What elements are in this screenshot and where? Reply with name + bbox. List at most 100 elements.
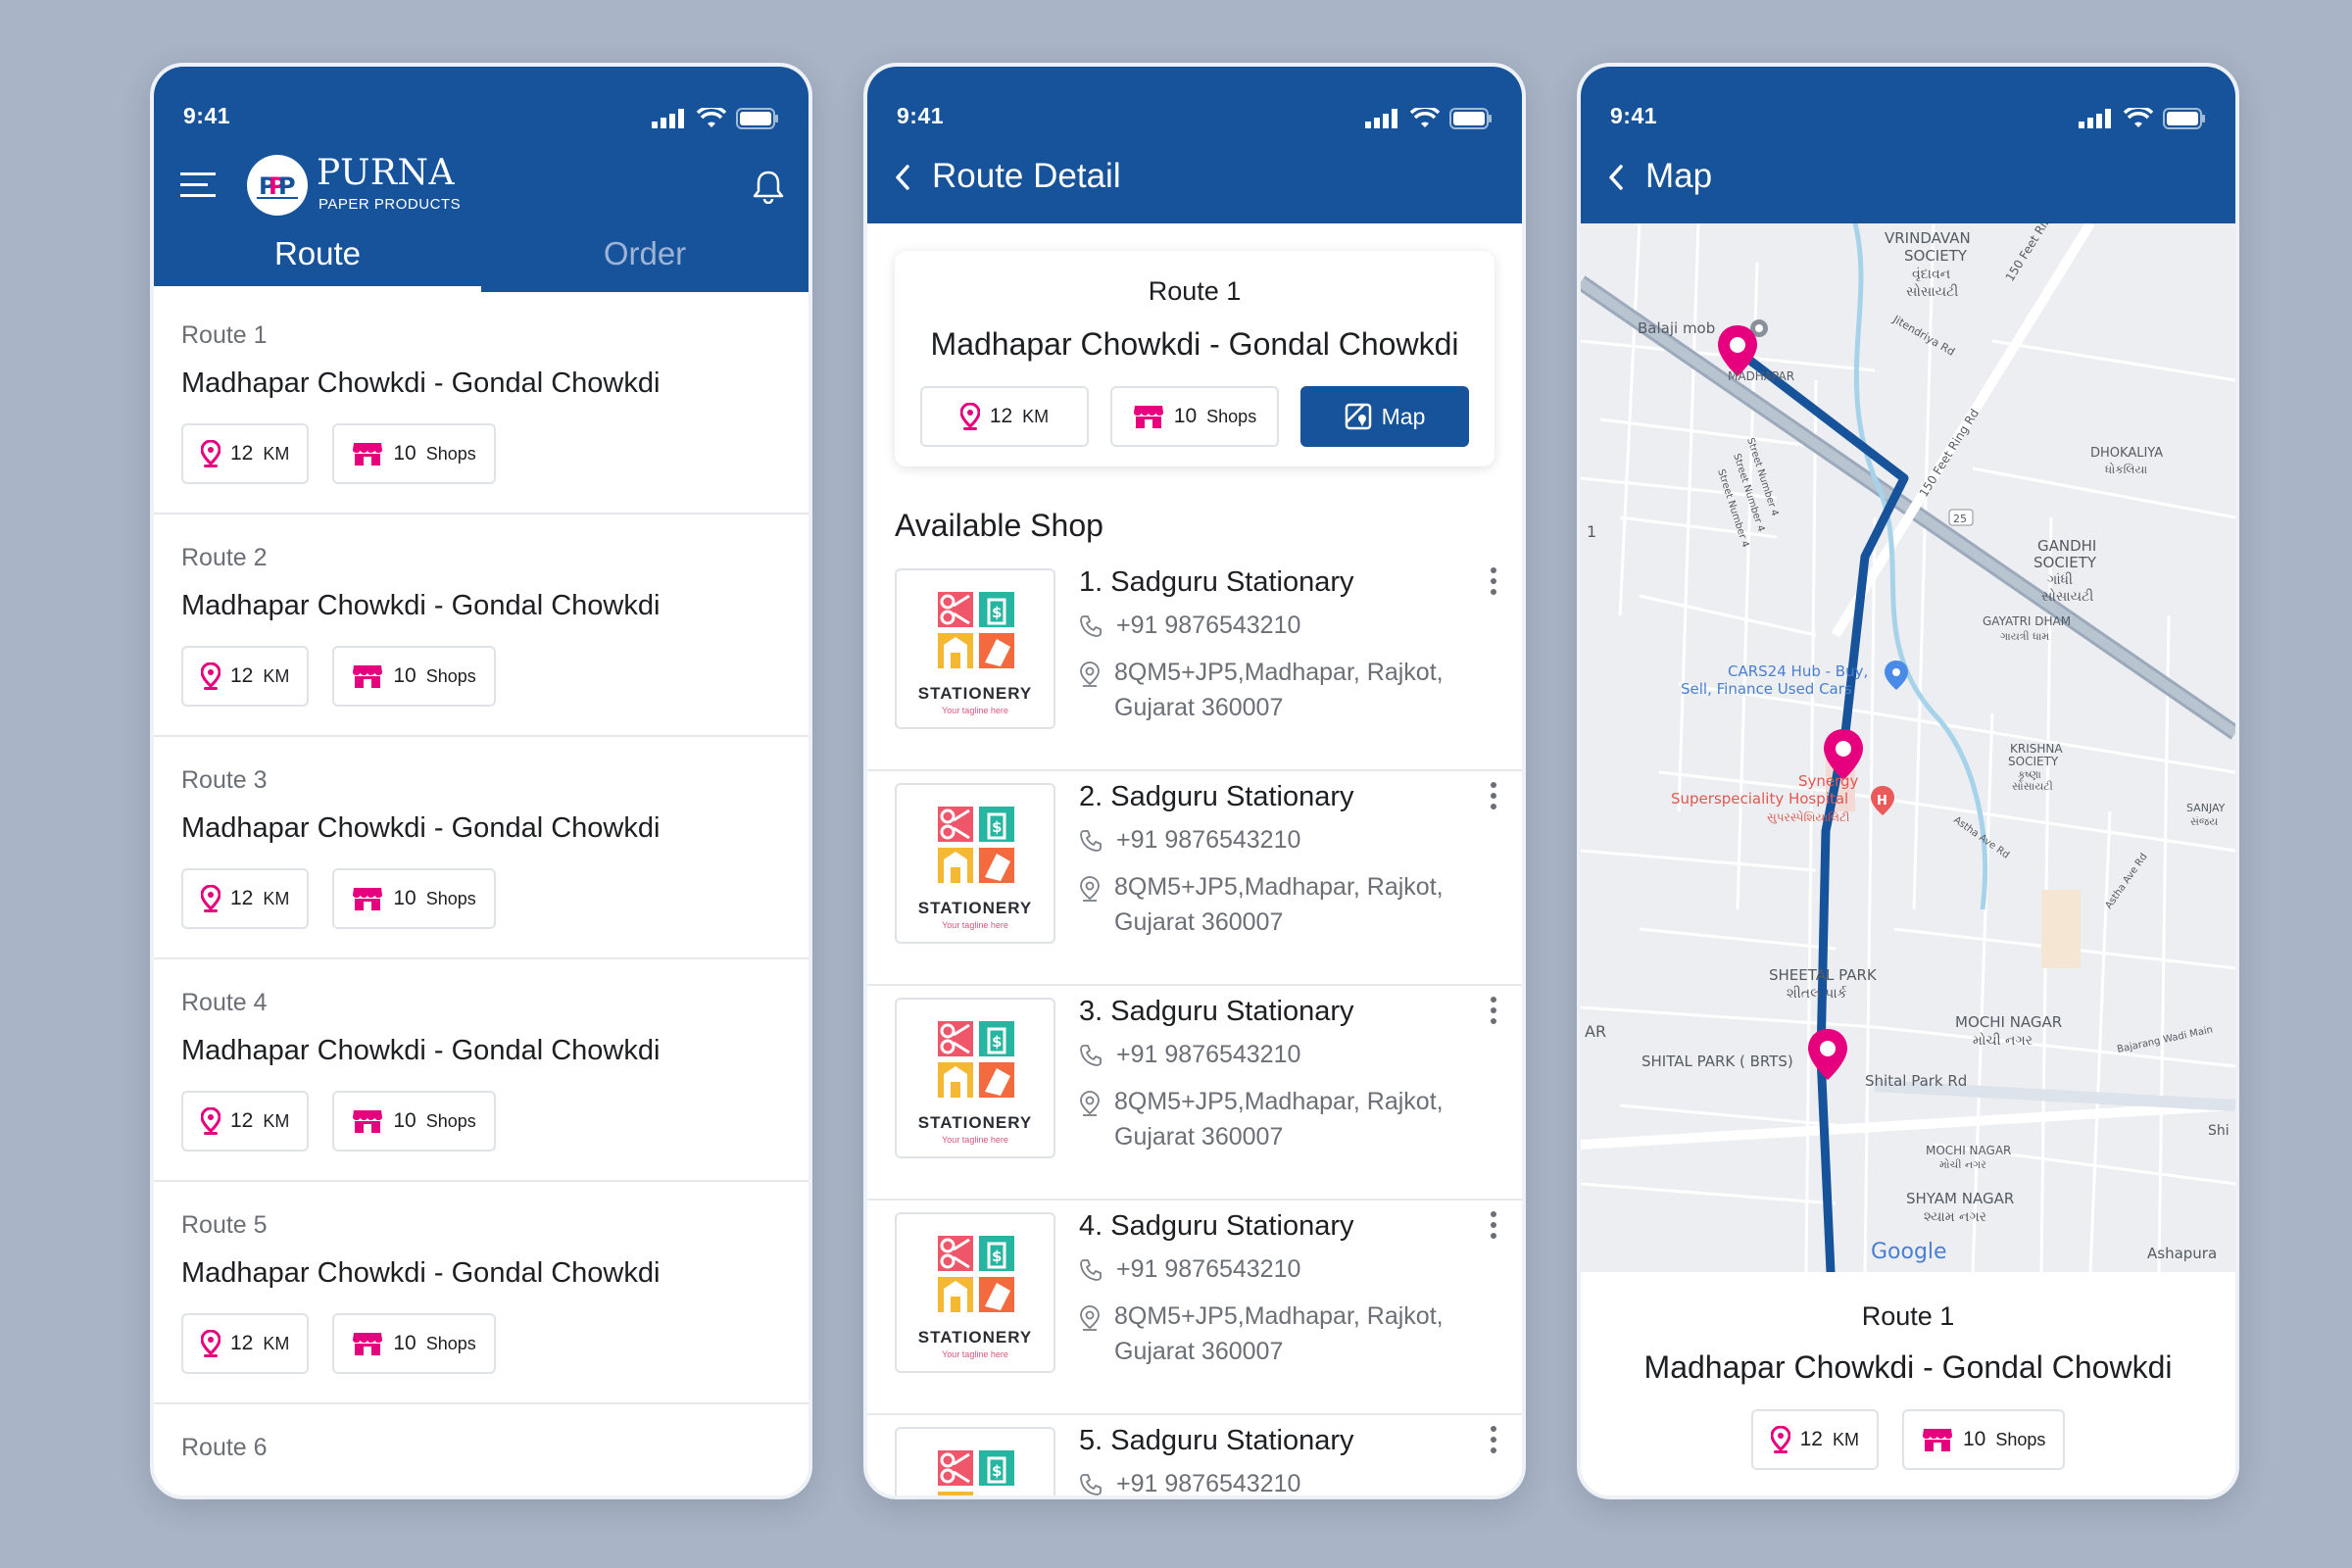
map-label: Sell, Finance Used Cars bbox=[1681, 680, 1852, 698]
shop-name: 5. Sadguru Stationary bbox=[1079, 1425, 1354, 1456]
kebab-icon[interactable] bbox=[1489, 566, 1498, 596]
address-line1: 8QM5+JP5,Madhapar, Rajkot, bbox=[1114, 873, 1444, 901]
shop-list-item[interactable]: $ STATIONERY Your tagline here 1. Sadgur… bbox=[867, 557, 1522, 771]
shop-icon bbox=[353, 1333, 383, 1355]
svg-text:P: P bbox=[278, 172, 296, 200]
hospital-marker-icon[interactable]: H bbox=[1871, 786, 1894, 815]
shop-phone: +91 9876543210 bbox=[1079, 1041, 1300, 1069]
status-time: 9:41 bbox=[183, 103, 231, 128]
shop-thumbnail: $ bbox=[895, 1427, 1055, 1495]
bell-icon[interactable] bbox=[753, 169, 784, 204]
address-line2: Gujarat 360007 bbox=[1114, 1338, 1284, 1365]
map-label: KRISHNA bbox=[2010, 742, 2063, 756]
location-pin-icon bbox=[201, 885, 220, 912]
kebab-icon[interactable] bbox=[1489, 781, 1498, 810]
shop-list-item[interactable]: $ STATIONERY Your tagline here 3. Sadgur… bbox=[867, 986, 1522, 1200]
shop-icon bbox=[353, 443, 383, 466]
place-marker-icon[interactable] bbox=[1885, 661, 1908, 690]
back-icon[interactable] bbox=[895, 165, 910, 190]
route-card[interactable]: Route 1 Madhapar Chowkdi - Gondal Chowkd… bbox=[154, 292, 808, 514]
ring-road bbox=[1831, 223, 2095, 638]
route-card[interactable]: Route 3 Madhapar Chowkdi - Gondal Chowkd… bbox=[154, 737, 808, 959]
location-pin-icon bbox=[201, 1107, 220, 1135]
shops-chip: 10 Shops bbox=[332, 868, 496, 929]
shop-list-item[interactable]: $ 5. Sadguru Stationary +91 9876543210 bbox=[867, 1415, 1522, 1495]
address-line1: 8QM5+JP5,Madhapar, Rajkot, bbox=[1114, 1088, 1444, 1115]
route-card[interactable]: Route 2 Madhapar Chowkdi - Gondal Chowkd… bbox=[154, 514, 808, 737]
route-name: Route 3 bbox=[181, 766, 268, 794]
shop-pin-icon[interactable] bbox=[1718, 325, 1757, 376]
route-name: Route 4 bbox=[181, 989, 268, 1016]
location-pin-icon bbox=[201, 1330, 220, 1357]
shop-list-item[interactable]: $ STATIONERY Your tagline here 4. Sadgur… bbox=[867, 1200, 1522, 1415]
map-label: Shi bbox=[2208, 1123, 2230, 1139]
route-detail-body: Route 1 Madhapar Chowkdi - Gondal Chowkd… bbox=[867, 223, 1522, 1495]
map-label: Synergy bbox=[1798, 772, 1859, 790]
tab-bar: Route Order bbox=[154, 223, 808, 292]
thumb-brand: STATIONERY bbox=[917, 1328, 1033, 1347]
map-button[interactable]: Map bbox=[1300, 386, 1469, 447]
distance-value: 12 bbox=[230, 664, 254, 687]
distance-chip: 12 KM bbox=[181, 423, 310, 484]
shop-phone-number: +91 9876543210 bbox=[1116, 1041, 1301, 1068]
shop-thumbnail: $ STATIONERY Your tagline here bbox=[895, 1212, 1055, 1373]
kebab-icon[interactable] bbox=[1489, 996, 1498, 1025]
shop-pin-icon[interactable] bbox=[1808, 1029, 1847, 1080]
route-path: Madhapar Chowkdi - Gondal Chowkdi bbox=[181, 368, 661, 399]
map-label: AR bbox=[1585, 1022, 1606, 1041]
wifi-icon bbox=[697, 108, 726, 127]
app-header: 9:41 Route Detail bbox=[867, 67, 1522, 223]
route-path: Madhapar Chowkdi - Gondal Chowkdi bbox=[181, 1035, 661, 1066]
brand-name: PURNA bbox=[317, 153, 456, 193]
route-card[interactable]: Route 6 bbox=[154, 1404, 808, 1495]
shop-thumbnail: $ STATIONERY Your tagline here bbox=[895, 998, 1055, 1158]
shop-address: 8QM5+JP5,Madhapar, Rajkot, Gujarat 360007 bbox=[1079, 1298, 1444, 1369]
map-view[interactable]: H bbox=[1581, 223, 2235, 1272]
stationery-logo-icon: $ bbox=[938, 1236, 1014, 1312]
shops-label: Shops bbox=[425, 1333, 476, 1353]
shop-thumbnail: $ STATIONERY Your tagline here bbox=[895, 568, 1055, 729]
kebab-icon[interactable] bbox=[1489, 1210, 1498, 1240]
menu-icon[interactable] bbox=[180, 172, 216, 198]
shops-count: 10 bbox=[1962, 1428, 1986, 1450]
route-card[interactable]: Route 4 Madhapar Chowkdi - Gondal Chowkd… bbox=[154, 959, 808, 1182]
distance-unit: KM bbox=[263, 1333, 290, 1353]
kebab-icon[interactable] bbox=[1489, 1425, 1498, 1454]
distance-value: 12 bbox=[230, 1332, 254, 1354]
shop-phone-number: +91 9876543210 bbox=[1116, 612, 1301, 639]
shop-list-item[interactable]: $ STATIONERY Your tagline here 2. Sadgur… bbox=[867, 771, 1522, 986]
distance-value: 12 bbox=[989, 405, 1013, 427]
distance-value: 12 bbox=[230, 442, 254, 465]
map-label: SHEETAL PARK bbox=[1769, 966, 1878, 984]
map-label: SOCIETY bbox=[1904, 247, 1968, 265]
svg-text:H: H bbox=[1877, 794, 1887, 808]
shop-pin-icon[interactable] bbox=[1824, 729, 1863, 780]
shops-count: 10 bbox=[393, 1109, 416, 1132]
map-button-label: Map bbox=[1381, 403, 1426, 429]
back-icon[interactable] bbox=[1608, 165, 1624, 190]
brand-subtitle: PAPER PRODUCTS bbox=[318, 196, 462, 213]
phone-map: 9:41 Map bbox=[1577, 63, 2239, 1499]
shop-address: 8QM5+JP5,Madhapar, Rajkot, Gujarat 360007 bbox=[1079, 869, 1444, 940]
address-line2: Gujarat 360007 bbox=[1114, 1123, 1284, 1151]
phone-icon bbox=[1080, 1473, 1102, 1495]
map-label: Ashapura bbox=[2147, 1245, 2217, 1262]
battery-icon bbox=[1449, 108, 1492, 129]
address-line2: Gujarat 360007 bbox=[1114, 694, 1284, 721]
shop-address: 8QM5+JP5,Madhapar, Rajkot, Gujarat 360007 bbox=[1079, 655, 1444, 725]
address-line1: 8QM5+JP5,Madhapar, Rajkot, bbox=[1114, 659, 1444, 686]
phone-icon bbox=[1080, 829, 1102, 852]
tab-route[interactable]: Route bbox=[154, 223, 481, 292]
svg-text:P: P bbox=[259, 172, 276, 200]
svg-text:$: $ bbox=[992, 1462, 1002, 1480]
tab-order[interactable]: Order bbox=[603, 235, 687, 271]
distance-unit: KM bbox=[263, 665, 290, 686]
map-label: ગાયત્રી ધામ bbox=[2000, 630, 2049, 643]
map-label: મોચી નગર bbox=[1973, 1032, 2033, 1049]
location-pin-icon bbox=[1080, 1305, 1100, 1331]
thumb-tagline: Your tagline here bbox=[942, 920, 1008, 930]
route-card[interactable]: Route 5 Madhapar Chowkdi - Gondal Chowkd… bbox=[154, 1182, 808, 1404]
route-name: Route 2 bbox=[181, 544, 268, 571]
thumb-tagline: Your tagline here bbox=[942, 706, 1008, 715]
